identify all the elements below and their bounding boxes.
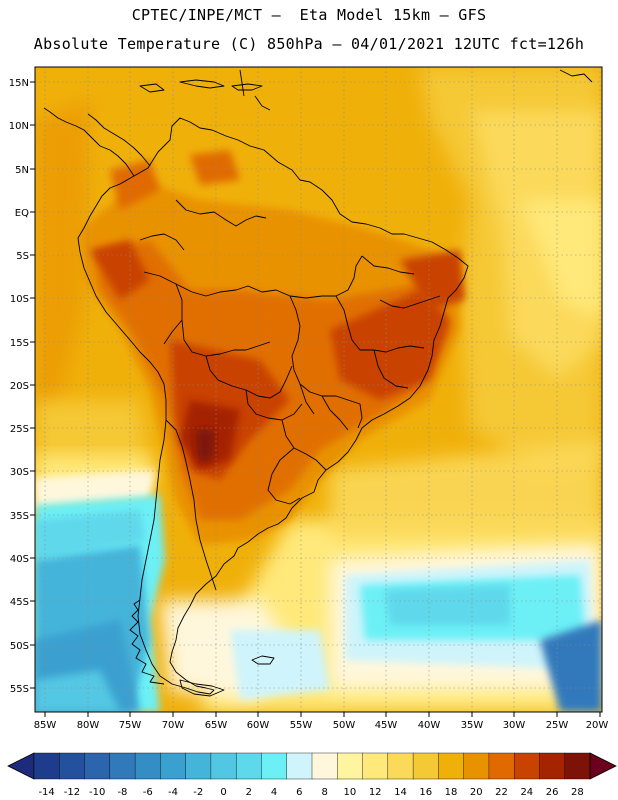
lon-label: 30W [503,720,526,731]
lat-label: 20S [10,381,29,392]
lon-label: 60W [247,720,270,731]
longitude-labels: 85W 80W 75W 70W 65W 60W 55W 50W 45W 40W … [34,720,609,731]
colorbar-tick-label: 12 [369,787,382,798]
lat-label: 10S [10,294,29,305]
chart-title-line-2: Absolute Temperature (C) 850hPa – 04/01/… [33,35,585,53]
lat-label: 5S [16,251,29,262]
lat-label: 15S [10,338,29,349]
colorbar-tick-label: 22 [495,787,508,798]
latitude-ticks [30,81,35,689]
colorbar-swatch [387,752,414,780]
lat-label: 55S [10,684,29,695]
colorbar-tick-label: 4 [271,787,277,798]
colorbar-swatch [311,752,338,780]
colorbar: -14 -12 -10 -8 -6 -4 -2 0 2 4 6 8 10 12 14 16 18 20 22 24 26… [7,752,617,798]
colorbar-swatch [564,752,591,780]
colorbar-swatch [210,752,237,780]
colorbar-tick-label: 6 [296,787,302,798]
colorbar-swatch [185,752,212,780]
colorbar-arrow-right [589,752,617,780]
colorbar-tick-label: 26 [546,787,559,798]
lon-label: 75W [119,720,142,731]
lat-label: 35S [10,511,29,522]
colorbar-swatch [539,752,566,780]
colorbar-tick-label: 2 [246,787,252,798]
lon-label: 40W [418,720,441,731]
colorbar-swatch [337,752,364,780]
latitude-labels: 15N 10N 5N EQ 5S 10S 15S 20S 25S 30S 35S… [9,78,29,695]
lat-label: 30S [10,467,29,478]
colorbar-swatch [261,752,288,780]
colorbar-tick-label: 24 [520,787,533,798]
lon-label: 35W [461,720,484,731]
temperature-field [35,67,602,712]
map-frame [34,66,603,713]
lat-label: 25S [10,424,29,435]
lat-label: 10N [9,121,29,132]
coastlines [43,69,593,697]
lat-label: 45S [10,597,29,608]
colorbar-swatch [463,752,490,780]
colorbar-tick-label: 18 [445,787,458,798]
colorbar-tick-label: -12 [64,787,80,798]
colorbar-tick-label: 10 [344,787,357,798]
colorbar-tick-label: 20 [470,787,483,798]
colorbar-swatch [84,752,111,780]
colorbar-swatch [160,752,187,780]
lat-label: 40S [10,554,29,565]
colorbar-swatch [33,752,60,780]
colorbar-swatch [134,752,161,780]
colorbar-tick-label: 0 [220,787,226,798]
colorbar-swatch [438,752,465,780]
colorbar-swatch [513,752,540,780]
lon-label: 65W [205,720,228,731]
lon-label: 50W [333,720,356,731]
chart-title-line-1: CPTEC/INPE/MCT – Eta Model 15km – GFS [131,6,487,24]
colorbar-tick-label: -2 [193,787,203,798]
lat-label: 5N [15,165,29,176]
lon-label: 20W [586,720,609,731]
colorbar-swatch [412,752,439,780]
colorbar-tick-label: 14 [394,787,407,798]
lon-label: 80W [77,720,100,731]
colorbar-swatch [488,752,515,780]
colorbar-swatch [362,752,389,780]
lat-label: EQ [15,208,29,219]
colorbar-swatch [59,752,86,780]
colorbar-tick-label: 28 [571,787,584,798]
lon-label: 85W [34,720,57,731]
lon-label: 70W [162,720,185,731]
colorbar-tick-label: 8 [321,787,327,798]
longitude-ticks [44,712,601,717]
colorbar-tick-label: 16 [419,787,432,798]
lon-label: 55W [290,720,313,731]
colorbar-arrow-left [7,752,35,780]
lat-label: 50S [10,641,29,652]
colorbar-tick-label: -8 [117,787,127,798]
colorbar-swatch [286,752,313,780]
colorbar-tick-label: -6 [143,787,153,798]
colorbar-tick-label: -4 [168,787,178,798]
colorbar-swatch [109,752,136,780]
colorbar-swatch [235,752,262,780]
lon-label: 45W [375,720,398,731]
colorbar-tick-label: -10 [89,787,105,798]
lon-label: 25W [546,720,569,731]
colorbar-tick-label: -14 [38,787,54,798]
lat-label: 15N [9,78,29,89]
